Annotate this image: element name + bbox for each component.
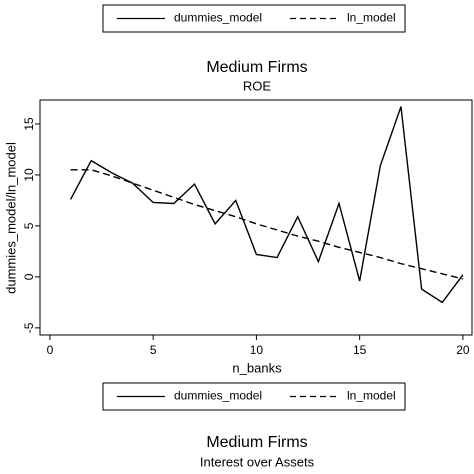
chart-title: Medium Firms <box>206 434 307 451</box>
chart-title: Medium Firms <box>206 59 307 76</box>
legend-label: ln_model <box>347 389 396 403</box>
x-tick-label: 5 <box>150 343 157 357</box>
y-tick-label: 15 <box>22 117 36 131</box>
plot-frame <box>39 99 473 336</box>
legend-label: ln_model <box>347 11 396 25</box>
chart-subtitle: Interest over Assets <box>200 454 315 469</box>
legend-label: dummies_model <box>174 389 262 403</box>
y-tick-label: 0 <box>22 273 36 280</box>
legend-box <box>102 382 406 411</box>
x-tick-label: 0 <box>47 343 54 357</box>
series-line <box>69 106 464 304</box>
y-tick-label: 10 <box>22 168 36 182</box>
y-tick-label: 5 <box>22 222 36 229</box>
y-tick-label: -5 <box>22 322 36 333</box>
y-axis-label: dummies_model/ln_model <box>3 142 18 294</box>
legend-box <box>102 4 406 33</box>
x-axis-label: n_banks <box>232 360 282 375</box>
chart-subtitle: ROE <box>243 78 272 93</box>
x-tick-label: 10 <box>250 343 264 357</box>
x-tick-label: 15 <box>353 343 367 357</box>
series-line <box>70 169 464 280</box>
x-tick-label: 20 <box>456 343 470 357</box>
legend-label: dummies_model <box>174 11 262 25</box>
